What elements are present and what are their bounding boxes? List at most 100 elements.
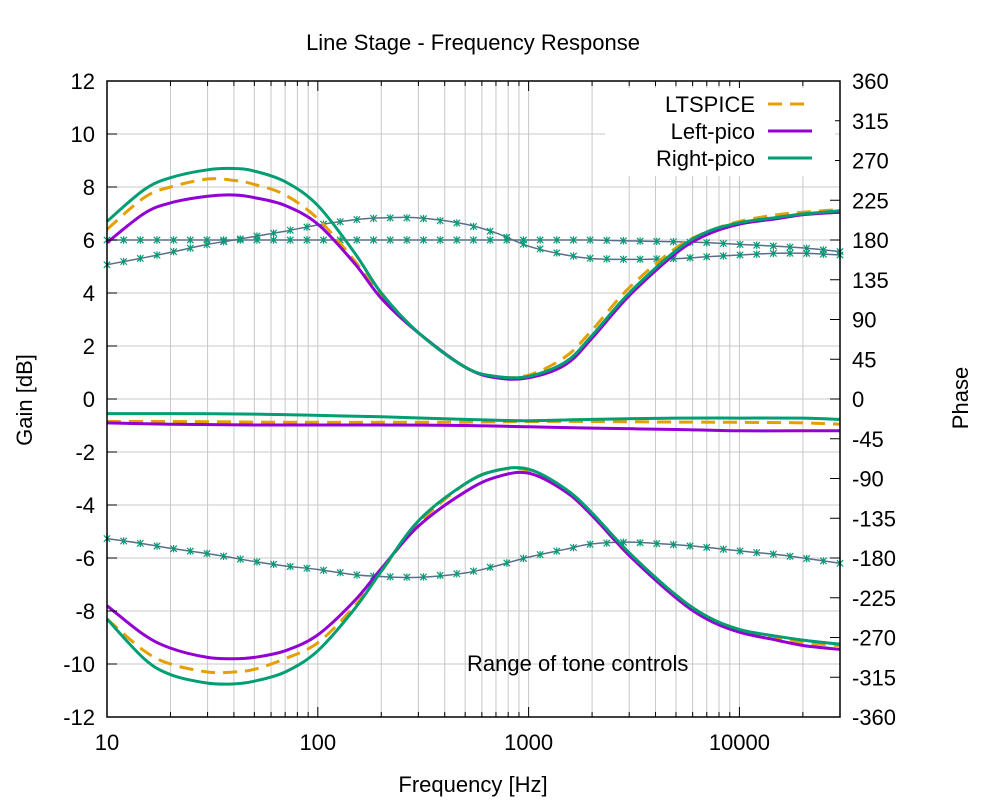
phase-marker [170, 247, 178, 256]
phase-marker [469, 236, 478, 244]
phase-marker [619, 237, 628, 245]
y2-tick-label: 225 [852, 188, 889, 213]
chart-annotation: Range of tone controls [467, 651, 688, 676]
y2-tick-label: 45 [852, 347, 876, 372]
y2-tick-label: 270 [852, 149, 889, 174]
legend-label-left-pico: Left-pico [671, 119, 755, 144]
x-tick-label: 10 [95, 730, 119, 755]
series-4 [106, 421, 840, 433]
phase-marker [669, 238, 678, 246]
phase-marker [136, 236, 144, 244]
phase-marker [503, 559, 511, 567]
phase-marker [236, 555, 244, 563]
phase-marker [453, 570, 461, 578]
phase-marker [603, 236, 611, 245]
gain-line [106, 470, 841, 661]
phase-marker [170, 545, 178, 553]
y-tick-label: -10 [63, 652, 95, 677]
phase-marker [536, 550, 544, 559]
legend: LTSPICE Left-pico Right-pico [605, 88, 835, 176]
series-7 [106, 470, 841, 661]
phase-marker [719, 239, 728, 248]
legend-label-ltspice: LTSPICE [665, 92, 755, 117]
y-tick-label: -6 [75, 546, 95, 571]
phase-marker [569, 252, 578, 260]
y2-tick-label: -90 [852, 467, 884, 492]
phase-marker [703, 543, 711, 552]
phase-marker [736, 240, 744, 249]
phase-marker [803, 249, 811, 258]
phase-marker [219, 552, 228, 560]
y2-tick-label: 180 [852, 228, 889, 253]
phase-marker [253, 558, 261, 566]
phase-marker [286, 236, 294, 244]
phase-marker [686, 542, 694, 550]
phase-marker [253, 232, 261, 240]
phase-marker [819, 557, 827, 565]
phase-line [106, 216, 841, 266]
phase-marker [386, 214, 394, 222]
phase-marker [453, 236, 461, 244]
phase-marker [453, 219, 461, 227]
phase-marker [369, 214, 378, 223]
phase-marker [353, 236, 361, 244]
phase-marker [303, 223, 311, 231]
phase-marker [703, 238, 711, 247]
phase-marker [569, 543, 578, 552]
phase-marker [153, 236, 161, 244]
phase-marker [403, 573, 411, 581]
phase-marker [519, 240, 528, 248]
phase-marker [153, 542, 161, 550]
phase-marker [786, 552, 794, 560]
phase-marker [553, 249, 561, 257]
y-tick-label: 6 [83, 228, 95, 253]
phase-marker [803, 554, 811, 563]
phase-marker [153, 251, 161, 259]
axis-ticks [106, 80, 841, 718]
phase-marker [369, 236, 378, 244]
phase-marker [219, 238, 228, 246]
phase-marker [120, 257, 128, 266]
phase-marker [303, 236, 311, 244]
series-2 [106, 166, 841, 380]
y2-tick-label: 135 [852, 268, 889, 293]
phase-marker [553, 547, 561, 555]
phase-marker [536, 236, 544, 244]
phase-marker [669, 540, 678, 549]
phase-marker [719, 545, 728, 553]
phase-marker [769, 550, 777, 558]
y2-tick-label: -135 [852, 506, 896, 531]
phase-marker [336, 568, 344, 577]
phase-marker [286, 226, 294, 234]
phase-marker [419, 214, 428, 223]
y-tick-label: -4 [75, 493, 95, 518]
phase-marker [586, 540, 594, 548]
phase-marker [236, 235, 244, 243]
phase-marker [586, 236, 594, 244]
phase-marker [319, 236, 328, 244]
y-tick-label: -12 [63, 705, 95, 730]
phase-marker [636, 539, 644, 547]
phase-marker [469, 222, 478, 231]
phase-marker [769, 249, 777, 258]
phase-marker [603, 539, 611, 547]
phase-marker [403, 214, 411, 222]
x-tick-label: 10000 [709, 730, 770, 755]
y2-tick-label: -225 [852, 586, 896, 611]
y2-tick-label: -270 [852, 626, 896, 651]
phase-marker [819, 250, 827, 258]
phase-marker [503, 233, 511, 242]
phase-marker [636, 237, 644, 245]
gain-line [105, 466, 841, 686]
phase-marker [653, 539, 661, 548]
y-tick-label: -8 [75, 599, 95, 624]
phase-marker [303, 564, 311, 573]
phase-marker [403, 236, 411, 244]
phase-marker [753, 548, 761, 557]
gain-line [106, 419, 841, 426]
phase-marker [569, 236, 578, 244]
gain-line [106, 412, 841, 423]
phase-marker [736, 547, 744, 555]
x-tick-label: 1000 [504, 730, 553, 755]
